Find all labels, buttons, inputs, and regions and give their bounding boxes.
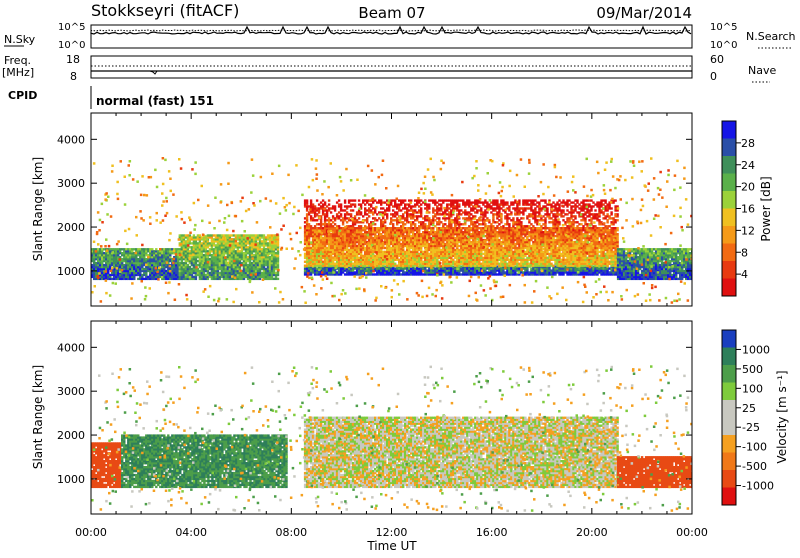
freq-right-tick-bottom: 0 [710,70,717,83]
freq-left-tick-top: 18 [66,53,80,66]
date-title: 09/Mar/2014 [596,4,692,22]
noise-search-series [91,30,691,31]
noise-left-tick-bottom: 10^0 [58,40,85,51]
noise-left-label: N.Sky [4,33,36,46]
freq-left-unit: [MHz] [2,66,34,79]
station-title: Stokkseyri (fitACF) [91,1,239,20]
heatmap-cell [241,234,243,236]
cpid-value: normal (fast) 151 [96,94,214,108]
frequency-panel-frame [91,56,692,78]
heatmap-cell [420,233,422,235]
heatmap-cell [121,252,123,254]
heatmap-cell [480,227,482,229]
beam-title: Beam 07 [358,4,425,22]
power-heatmap [91,157,694,304]
noise-lines [91,27,691,34]
frequency-panel: Freq. [MHz] 18 8 60 0 Nave [2,53,776,83]
noise-left-tick-top: 10^5 [58,22,85,33]
heatmap-cell [241,262,243,264]
heatmap-cell [277,278,279,280]
heatmap-cell [121,248,123,250]
heatmap-cell [181,234,183,236]
noise-panel-frame [91,25,692,48]
heatmap-cell [480,263,482,265]
cpid-label: CPID [8,89,37,102]
noise-right-tick-top: 10^5 [710,22,737,33]
noise-right-tick-bottom: 10^0 [710,40,737,51]
heatmap-cell [121,258,123,260]
noise-right-label: N.Search [746,30,796,43]
freq-right-label: Nave [748,64,776,77]
freq-right-tick-top: 60 [710,53,724,66]
noise-panel: N.Sky 10^5 10^0 10^5 10^0 N.Search [4,22,796,51]
freq-left-tick-bottom: 8 [70,70,77,83]
